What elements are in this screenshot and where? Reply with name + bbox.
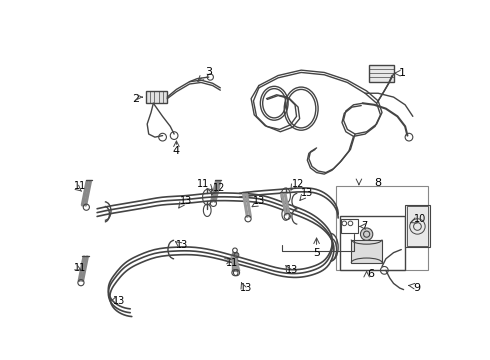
Bar — [405, 205, 430, 247]
Text: 11: 11 — [74, 181, 86, 191]
Text: 13: 13 — [286, 265, 298, 275]
Bar — [369, 65, 393, 82]
Bar — [351, 239, 382, 263]
Text: 1: 1 — [399, 68, 406, 78]
Text: 2: 2 — [132, 94, 139, 104]
Text: 9: 9 — [413, 283, 420, 293]
Text: 11: 11 — [196, 179, 209, 189]
Text: 8: 8 — [375, 178, 382, 188]
Text: 12: 12 — [213, 183, 225, 193]
Text: 13: 13 — [179, 196, 192, 206]
Text: 11: 11 — [226, 258, 238, 267]
Text: 10: 10 — [414, 214, 426, 224]
Bar — [146, 91, 167, 103]
Text: 11: 11 — [74, 263, 86, 273]
Text: 13: 13 — [240, 283, 252, 293]
Bar — [407, 206, 428, 246]
Text: 13: 13 — [113, 296, 125, 306]
Bar — [341, 219, 358, 233]
Text: 7: 7 — [361, 221, 368, 231]
Circle shape — [361, 228, 373, 240]
Text: 5: 5 — [313, 248, 320, 258]
Text: 6: 6 — [367, 269, 374, 279]
Bar — [340, 216, 405, 270]
Text: 12: 12 — [292, 179, 304, 189]
Text: 13: 13 — [176, 240, 189, 250]
Text: 13: 13 — [301, 188, 314, 198]
Text: 3: 3 — [205, 67, 212, 77]
Text: 13: 13 — [253, 196, 266, 206]
Bar — [336, 186, 428, 270]
Text: 4: 4 — [173, 146, 180, 156]
